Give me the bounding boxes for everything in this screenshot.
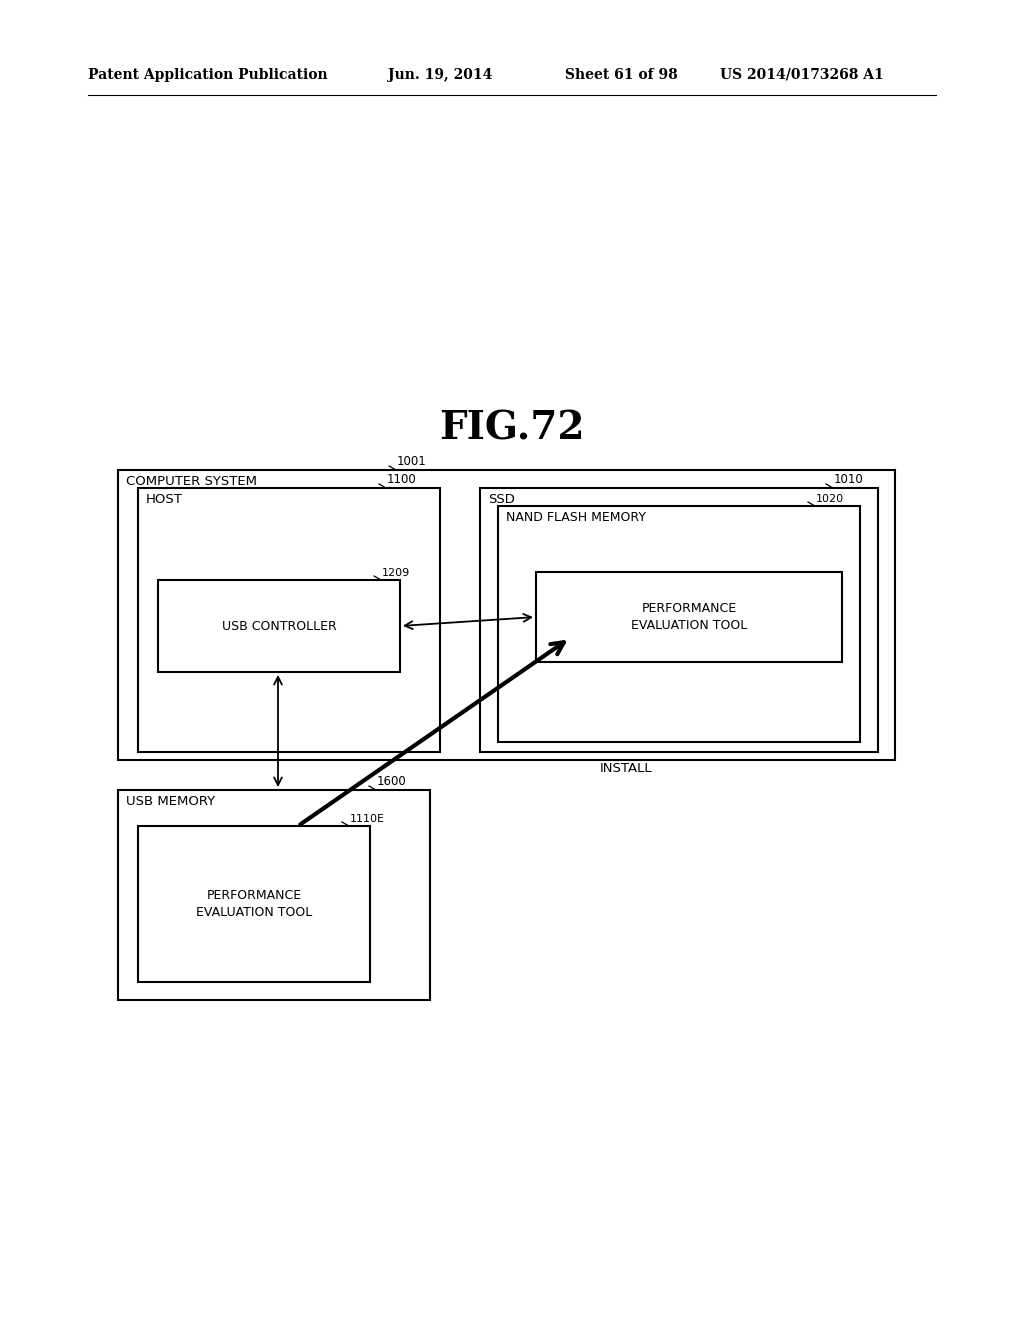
Bar [118, 789, 430, 1001]
Text: 1020: 1020 [816, 494, 844, 504]
Text: Jun. 19, 2014: Jun. 19, 2014 [388, 69, 493, 82]
Text: 1600: 1600 [377, 775, 407, 788]
Text: INSTALL: INSTALL [600, 762, 652, 775]
Text: Patent Application Publication: Patent Application Publication [88, 69, 328, 82]
Text: 1001: 1001 [397, 455, 427, 469]
Text: Sheet 61 of 98: Sheet 61 of 98 [565, 69, 678, 82]
Bar [138, 826, 370, 982]
Text: FIG.72: FIG.72 [439, 411, 585, 447]
Bar [118, 470, 895, 760]
Text: 1209: 1209 [382, 568, 411, 578]
Bar [138, 488, 440, 752]
Text: PERFORMANCE
EVALUATION TOOL: PERFORMANCE EVALUATION TOOL [631, 602, 748, 632]
Text: USB MEMORY: USB MEMORY [126, 795, 215, 808]
Bar [158, 579, 400, 672]
Bar [480, 488, 878, 752]
Bar [536, 572, 842, 663]
Text: 1100: 1100 [387, 473, 417, 486]
Text: US 2014/0173268 A1: US 2014/0173268 A1 [720, 69, 884, 82]
Text: PERFORMANCE
EVALUATION TOOL: PERFORMANCE EVALUATION TOOL [196, 888, 312, 919]
Text: COMPUTER SYSTEM: COMPUTER SYSTEM [126, 475, 257, 488]
Text: NAND FLASH MEMORY: NAND FLASH MEMORY [506, 511, 646, 524]
Text: SSD: SSD [488, 492, 515, 506]
Text: 1010: 1010 [834, 473, 864, 486]
Bar [498, 506, 860, 742]
Text: 1110E: 1110E [350, 814, 385, 824]
Text: USB CONTROLLER: USB CONTROLLER [221, 619, 336, 632]
Text: HOST: HOST [146, 492, 183, 506]
